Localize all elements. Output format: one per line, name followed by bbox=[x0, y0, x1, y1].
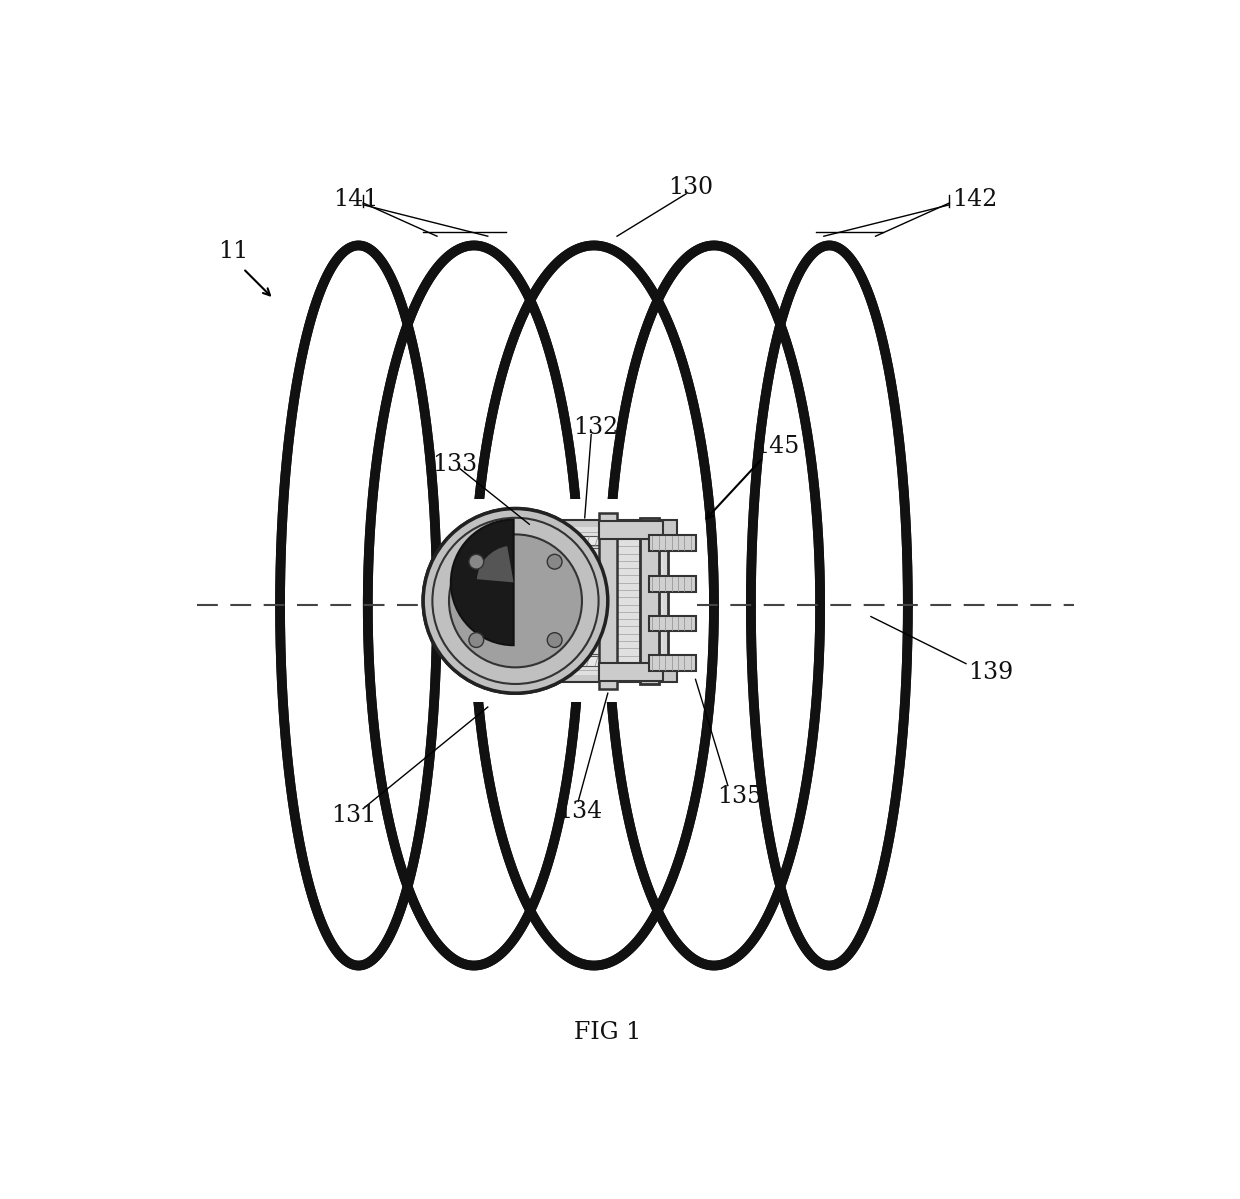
Bar bbox=[650, 576, 696, 591]
Bar bbox=[575, 617, 613, 631]
Text: 142: 142 bbox=[952, 188, 997, 211]
Bar bbox=[534, 523, 668, 680]
Bar bbox=[548, 611, 618, 621]
Circle shape bbox=[449, 535, 582, 668]
Wedge shape bbox=[451, 519, 513, 645]
Bar bbox=[650, 615, 696, 632]
Bar bbox=[575, 640, 613, 653]
Circle shape bbox=[423, 508, 608, 693]
Text: 11: 11 bbox=[218, 240, 248, 264]
Circle shape bbox=[469, 633, 484, 647]
Bar bbox=[548, 536, 618, 546]
Bar bbox=[599, 520, 663, 540]
Text: 135: 135 bbox=[717, 785, 761, 808]
Circle shape bbox=[449, 535, 582, 668]
Text: 141: 141 bbox=[332, 188, 378, 211]
Bar bbox=[650, 535, 696, 552]
Bar bbox=[548, 566, 618, 576]
Bar bbox=[548, 582, 618, 590]
Circle shape bbox=[433, 518, 599, 683]
Text: 133: 133 bbox=[433, 453, 477, 476]
Bar bbox=[599, 513, 618, 688]
Circle shape bbox=[547, 554, 562, 570]
Bar bbox=[650, 656, 696, 671]
Bar bbox=[599, 663, 663, 681]
Wedge shape bbox=[477, 546, 513, 583]
Bar bbox=[575, 548, 613, 561]
Text: FIG 1: FIG 1 bbox=[574, 1020, 641, 1043]
Bar bbox=[548, 596, 618, 605]
Bar bbox=[575, 595, 613, 608]
Text: 131: 131 bbox=[331, 805, 376, 827]
Bar bbox=[455, 499, 691, 703]
Bar bbox=[640, 518, 658, 683]
Text: 134: 134 bbox=[557, 800, 603, 823]
Circle shape bbox=[547, 633, 562, 647]
Text: 145: 145 bbox=[754, 435, 799, 458]
Circle shape bbox=[423, 508, 608, 693]
Bar bbox=[548, 656, 618, 665]
Bar bbox=[525, 519, 677, 536]
Bar bbox=[548, 626, 618, 635]
Bar bbox=[525, 665, 677, 682]
Wedge shape bbox=[477, 546, 513, 583]
Bar bbox=[548, 641, 618, 651]
Bar bbox=[548, 552, 618, 560]
Bar bbox=[575, 572, 613, 584]
Bar bbox=[538, 528, 663, 675]
Text: 132: 132 bbox=[573, 416, 618, 439]
Text: 130: 130 bbox=[668, 176, 713, 199]
Circle shape bbox=[469, 554, 484, 570]
Text: 139: 139 bbox=[968, 662, 1013, 685]
Wedge shape bbox=[451, 519, 513, 645]
